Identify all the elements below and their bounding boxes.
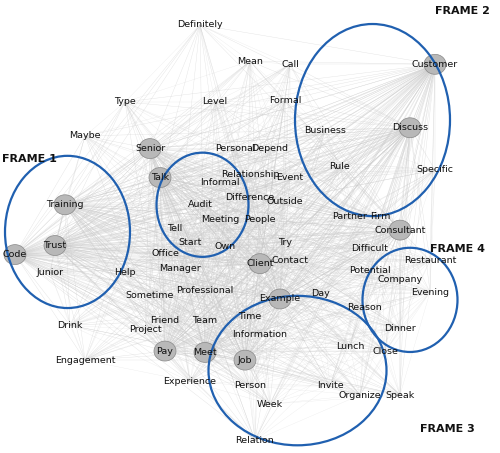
Circle shape [44,236,66,255]
Text: Rule: Rule [330,162,350,171]
Circle shape [249,254,271,274]
Text: Relationship: Relationship [221,170,279,179]
Text: Specific: Specific [416,165,454,174]
Text: Business: Business [304,126,346,135]
Text: Informal: Informal [200,178,240,187]
Text: Outside: Outside [266,197,304,206]
Text: Code: Code [3,250,27,259]
Text: Call: Call [281,60,299,69]
Text: Friend: Friend [150,316,180,325]
Text: Consultant: Consultant [374,226,426,235]
Text: Invite: Invite [316,381,344,390]
Text: Client: Client [246,259,274,268]
Text: Person: Person [234,381,266,390]
Text: Project: Project [128,325,162,334]
Text: Company: Company [378,275,422,284]
Circle shape [54,195,76,215]
Circle shape [139,139,161,159]
Circle shape [149,168,171,188]
Text: Drink: Drink [58,321,82,330]
Text: FRAME 3: FRAME 3 [420,424,475,434]
Text: Try: Try [278,238,292,247]
Text: Contact: Contact [272,256,308,265]
Text: Pay: Pay [156,347,174,356]
Text: FRAME 2: FRAME 2 [435,6,490,16]
Text: Level: Level [202,97,228,106]
Text: Customer: Customer [412,60,458,69]
Circle shape [389,220,411,240]
Text: Organize: Organize [338,390,382,400]
Text: Discuss: Discuss [392,123,428,132]
Text: Type: Type [114,97,136,106]
Text: Partner: Partner [332,212,368,221]
Text: FRAME 1: FRAME 1 [2,154,58,164]
Text: Dinner: Dinner [384,324,416,333]
Text: Example: Example [260,294,300,304]
Text: Day: Day [310,289,330,298]
Circle shape [269,289,291,309]
Text: Definitely: Definitely [177,20,223,29]
Text: Senior: Senior [135,144,165,153]
Text: Tell: Tell [168,224,182,233]
Text: Team: Team [192,316,218,325]
Text: Relation: Relation [236,436,275,445]
Text: Time: Time [238,312,262,321]
Text: Office: Office [151,249,179,258]
Text: Manager: Manager [159,264,201,273]
Text: Close: Close [372,347,398,356]
Text: Trust: Trust [44,241,66,250]
Text: Mean: Mean [237,57,263,66]
Text: Meet: Meet [193,348,217,357]
Text: Start: Start [178,238,202,247]
Text: Own: Own [214,242,236,251]
Circle shape [234,350,256,370]
Text: Lunch: Lunch [336,342,364,351]
Text: Junior: Junior [36,268,64,277]
Text: Event: Event [276,173,303,182]
Text: Formal: Formal [269,96,301,105]
Text: Firm: Firm [370,212,390,221]
Text: Training: Training [46,200,84,209]
Text: FRAME 4: FRAME 4 [430,244,485,254]
Text: Sometime: Sometime [126,291,174,300]
Text: Engagement: Engagement [55,356,115,365]
Text: Professional: Professional [176,286,234,295]
Circle shape [424,54,446,74]
Text: Week: Week [257,400,283,409]
Text: Difficult: Difficult [352,244,389,253]
Circle shape [4,245,26,265]
Text: People: People [244,215,276,224]
Text: Maybe: Maybe [69,131,101,140]
Text: Personal: Personal [215,144,256,153]
Text: Speak: Speak [386,390,414,400]
Text: Job: Job [238,356,252,365]
Text: Difference: Difference [226,193,274,202]
Text: Talk: Talk [151,173,169,182]
Circle shape [154,341,176,361]
Text: Potential: Potential [349,266,391,275]
Text: Evening: Evening [411,288,449,297]
Text: Restaurant: Restaurant [404,256,456,265]
Text: Meeting: Meeting [201,215,239,224]
Text: Reason: Reason [348,303,382,312]
Text: Information: Information [232,330,287,339]
Circle shape [194,342,216,362]
Text: Experience: Experience [164,377,216,386]
Text: Audit: Audit [188,200,212,209]
Circle shape [399,118,421,138]
Text: Depend: Depend [252,144,288,153]
Text: Help: Help [114,268,136,277]
